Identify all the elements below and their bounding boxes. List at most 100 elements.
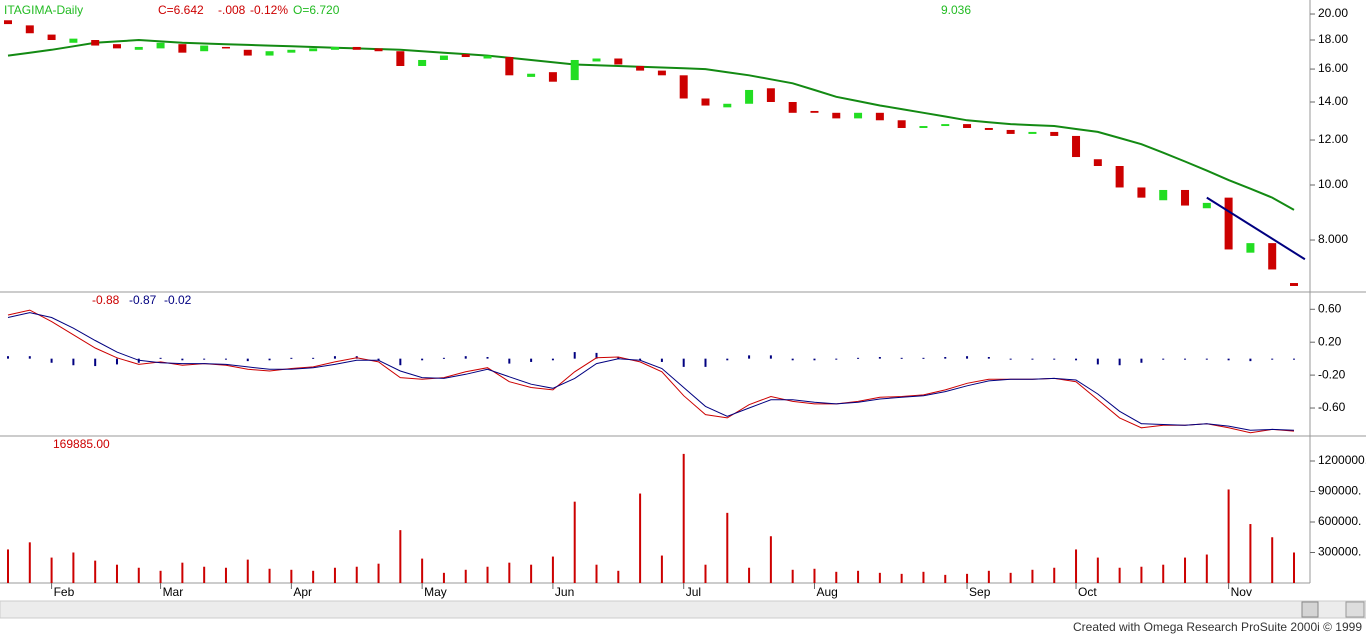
volume-bar (399, 530, 402, 583)
candle (854, 112, 863, 119)
scroll-thumb[interactable] (1301, 601, 1319, 618)
chart-title: ITAGIMA-Daily (4, 3, 83, 17)
histogram-bar (50, 358, 53, 363)
histogram-bar (900, 357, 903, 359)
volume-bar (748, 567, 751, 583)
volume-bar (268, 568, 271, 583)
histogram-bar (682, 358, 685, 367)
candle (91, 40, 100, 46)
candle (374, 48, 383, 52)
candle (1246, 243, 1255, 253)
candle (505, 57, 514, 76)
candle (614, 58, 623, 65)
candle (657, 70, 666, 76)
candle (766, 88, 775, 102)
volume-bar (791, 569, 794, 583)
volume-bar (181, 562, 184, 583)
histogram-bar (1249, 358, 1252, 362)
candle (47, 34, 56, 41)
scrollbar[interactable] (0, 600, 1366, 619)
candle (1290, 283, 1298, 286)
candle (178, 44, 187, 53)
histogram-bar (639, 358, 642, 361)
volume-bar (377, 563, 380, 583)
volume-bar (1271, 537, 1274, 583)
moving-average (7, 38, 1295, 211)
volume-bar (878, 572, 881, 583)
candle (1115, 166, 1124, 188)
histogram-bar (617, 357, 620, 359)
candle (941, 124, 950, 127)
y-tick-label: 16.00 (1318, 61, 1348, 75)
y-tick-label: 12.00 (1318, 132, 1348, 146)
candle (788, 101, 797, 113)
candle (439, 55, 448, 60)
volume-bar (1009, 572, 1012, 583)
annotation: -0.88 (92, 293, 120, 307)
volume-bar (900, 573, 903, 583)
histogram-bar (748, 355, 751, 359)
y-tick-label: 20.00 (1318, 6, 1348, 20)
volume-bar (137, 567, 140, 583)
volume-bar (1118, 567, 1121, 583)
candle (636, 65, 645, 71)
x-tick-label: May (424, 585, 447, 599)
histogram-bar (835, 358, 838, 360)
histogram-bar (7, 356, 9, 359)
y-tick-label: 1200000. (1318, 453, 1366, 467)
scroll-button[interactable] (1345, 601, 1365, 618)
histogram-bar (530, 358, 533, 362)
candle (156, 42, 165, 49)
histogram-bar (399, 358, 402, 366)
histogram-bar (115, 358, 118, 365)
histogram-bar (704, 358, 707, 367)
candle (1028, 131, 1037, 134)
candle (1050, 131, 1059, 136)
candle (679, 75, 688, 99)
volume-bar (1227, 489, 1230, 583)
volume-bar (1205, 554, 1208, 583)
annotation: 169885.00 (53, 437, 110, 451)
volume-bar (486, 566, 489, 583)
volume-bar (1162, 564, 1165, 583)
x-tick-label: Feb (54, 585, 75, 599)
candle (1072, 135, 1081, 158)
histogram-bar (268, 358, 271, 361)
histogram-bar (726, 358, 729, 361)
y-tick-label: 0.20 (1318, 334, 1342, 348)
volume-bar (7, 549, 9, 583)
candle (352, 46, 361, 50)
candle (570, 59, 579, 81)
candle (134, 46, 143, 50)
candle (745, 89, 754, 104)
volume-bar (442, 572, 445, 583)
volume-bar (639, 493, 642, 583)
volume-bar (1140, 566, 1143, 583)
candle (963, 124, 972, 128)
candle (396, 51, 405, 66)
candle (200, 45, 209, 52)
histogram-bar (28, 356, 31, 359)
x-tick-label: Sep (969, 585, 991, 599)
candle (1202, 202, 1211, 209)
volume-bar (159, 570, 162, 583)
trendline (1206, 196, 1306, 261)
histogram-bar (312, 357, 315, 359)
volume-bar (617, 570, 620, 583)
volume-bar (704, 564, 707, 583)
histogram-bar (1205, 358, 1208, 360)
candle (461, 54, 470, 58)
histogram-bar (944, 357, 947, 359)
histogram-bar (660, 358, 663, 362)
x-tick-label: Jul (686, 585, 701, 599)
histogram-bar (464, 356, 467, 359)
candle (112, 44, 121, 49)
volume-bar (115, 564, 118, 583)
footer: Created with Omega Research ProSuite 200… (1073, 620, 1362, 634)
volume-bar (1184, 557, 1187, 583)
candle (418, 59, 427, 66)
histogram-bar (813, 358, 816, 361)
annotation: -0.12% (250, 3, 288, 17)
candle (265, 51, 274, 56)
